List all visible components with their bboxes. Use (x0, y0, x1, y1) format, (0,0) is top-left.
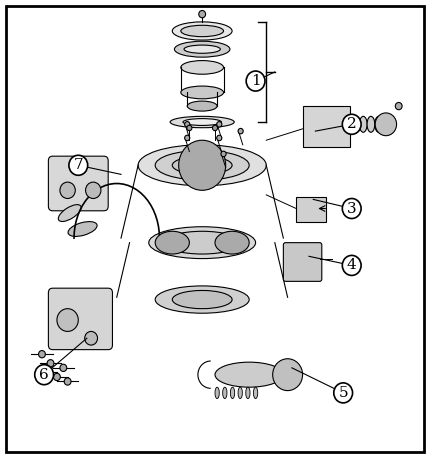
Ellipse shape (181, 86, 224, 99)
Ellipse shape (155, 231, 189, 254)
Circle shape (60, 364, 67, 371)
FancyBboxPatch shape (49, 156, 108, 211)
Circle shape (246, 71, 265, 91)
Ellipse shape (382, 116, 390, 132)
Ellipse shape (68, 222, 97, 236)
Text: 3: 3 (347, 202, 356, 216)
Ellipse shape (187, 101, 217, 111)
Circle shape (85, 332, 98, 345)
Text: 5: 5 (338, 386, 348, 400)
Circle shape (212, 125, 218, 131)
Circle shape (86, 182, 101, 198)
Ellipse shape (58, 205, 81, 222)
Circle shape (53, 373, 60, 381)
Ellipse shape (184, 45, 220, 53)
Circle shape (395, 103, 402, 110)
Ellipse shape (215, 231, 249, 254)
Ellipse shape (367, 116, 375, 132)
Ellipse shape (183, 119, 221, 125)
Ellipse shape (375, 116, 382, 132)
Text: 1: 1 (251, 74, 261, 88)
Ellipse shape (238, 387, 243, 398)
Ellipse shape (175, 41, 230, 57)
Ellipse shape (149, 227, 255, 259)
Circle shape (375, 113, 396, 136)
FancyBboxPatch shape (49, 288, 113, 349)
Ellipse shape (223, 387, 227, 398)
Circle shape (35, 365, 53, 385)
Ellipse shape (172, 290, 232, 309)
Circle shape (47, 360, 54, 367)
Circle shape (187, 125, 192, 131)
Circle shape (39, 350, 46, 358)
Ellipse shape (172, 22, 232, 40)
Ellipse shape (170, 116, 234, 128)
Ellipse shape (181, 60, 224, 74)
Circle shape (179, 140, 226, 191)
Circle shape (64, 378, 71, 385)
Ellipse shape (215, 362, 283, 387)
Circle shape (217, 121, 222, 127)
FancyBboxPatch shape (283, 243, 322, 281)
Ellipse shape (138, 145, 266, 186)
Circle shape (199, 11, 206, 18)
Circle shape (43, 369, 49, 376)
Circle shape (334, 383, 353, 403)
Ellipse shape (215, 387, 219, 398)
Circle shape (217, 135, 222, 141)
Circle shape (60, 182, 75, 198)
Ellipse shape (352, 116, 359, 132)
Text: 7: 7 (74, 158, 83, 172)
Ellipse shape (155, 151, 249, 180)
Text: 4: 4 (347, 258, 356, 273)
Circle shape (184, 135, 190, 141)
Ellipse shape (181, 25, 224, 37)
Circle shape (184, 121, 190, 127)
Ellipse shape (359, 116, 367, 132)
Ellipse shape (172, 156, 232, 174)
Text: 6: 6 (39, 368, 49, 382)
Circle shape (342, 114, 361, 134)
Ellipse shape (155, 286, 249, 313)
Ellipse shape (253, 387, 258, 398)
Ellipse shape (230, 387, 235, 398)
Circle shape (273, 359, 303, 391)
Circle shape (221, 151, 226, 157)
Circle shape (69, 155, 88, 175)
Ellipse shape (164, 231, 241, 254)
Circle shape (57, 309, 78, 332)
Bar (303, 106, 350, 147)
Ellipse shape (246, 387, 250, 398)
Circle shape (342, 198, 361, 218)
Text: 2: 2 (347, 117, 356, 131)
Circle shape (238, 128, 243, 134)
Circle shape (342, 256, 361, 275)
Bar (296, 197, 326, 222)
